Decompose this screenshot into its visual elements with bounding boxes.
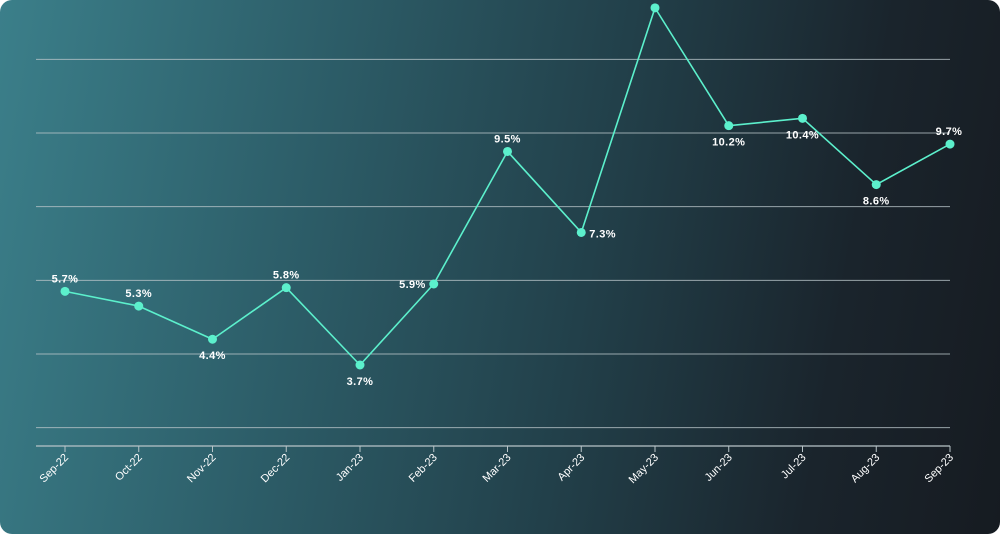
data-point-Sep-22 [60, 286, 70, 296]
data-point-Jun-23 [724, 121, 734, 131]
gridlines [36, 58, 950, 429]
x-tick-label-Oct-22: Oct-22 [113, 452, 145, 484]
data-label-Jan-23: 3.7% [347, 376, 374, 388]
data-label-May-23: 13.4% [638, 0, 671, 2]
data-point-Oct-22 [134, 301, 144, 311]
data-point-Jul-23 [798, 113, 807, 123]
x-tick-label-Dec-22: Dec-22 [259, 452, 293, 486]
x-tick-label-May-23: May-23 [627, 452, 661, 486]
data-label-Jun-23: 10.2% [712, 137, 745, 149]
x-tick-label-Nov-22: Nov-22 [185, 452, 219, 486]
data-labels: 5.7% 5.3% 4.4% 5.8% 3.7% 5.9% 9.5% 7.3% 13.4% 10.… [52, 0, 963, 388]
x-tick-label-Jul-23: Jul-23 [779, 452, 809, 482]
data-point-Apr-23 [576, 227, 586, 237]
data-point-Aug-23 [871, 180, 881, 190]
x-tick-label-Mar-23: Mar-23 [480, 452, 513, 485]
data-label-Dec-22: 5.8% [273, 270, 300, 282]
data-label-Feb-23: 5.9% [399, 279, 426, 291]
x-tick-label-Jun-23: Jun-23 [703, 452, 735, 484]
data-point-Feb-23 [429, 279, 439, 289]
x-tick-label-Apr-23: Apr-23 [556, 452, 588, 484]
data-label-Apr-23: 7.3% [589, 228, 616, 240]
data-point-Nov-22 [208, 334, 217, 344]
data-label-Sep-22: 5.7% [52, 273, 79, 285]
data-label-Jul-23: 10.4% [786, 129, 819, 141]
data-point-Jan-23 [355, 360, 365, 370]
data-label-Mar-23: 9.5% [494, 133, 521, 145]
x-tick-label-Feb-23: Feb-23 [407, 452, 440, 485]
data-label-Aug-23: 8.6% [863, 196, 890, 208]
data-label-Nov-22: 4.4% [199, 350, 226, 362]
data-points [60, 3, 955, 370]
data-point-Sep-23 [945, 139, 955, 149]
data-point-May-23 [650, 3, 660, 13]
series-line [64, 7, 951, 366]
x-tick-labels: Sep-22 Oct-22 Nov-22 Dec-22 Jan-23 Feb-23 Mar-… [38, 452, 957, 486]
x-tick-label-Sep-23: Sep-23 [923, 452, 957, 486]
data-point-Mar-23 [503, 146, 512, 156]
x-tick-label-Aug-23: Aug-23 [849, 452, 883, 486]
data-point-Dec-22 [281, 283, 291, 293]
x-tick-label-Sep-22: Sep-22 [38, 452, 72, 486]
data-label-Sep-23: 9.7% [936, 126, 963, 138]
x-tick-label-Jan-23: Jan-23 [334, 452, 366, 484]
data-label-Oct-22: 5.3% [125, 288, 152, 300]
series-polyline [64, 7, 951, 366]
x-axis [36, 445, 951, 452]
